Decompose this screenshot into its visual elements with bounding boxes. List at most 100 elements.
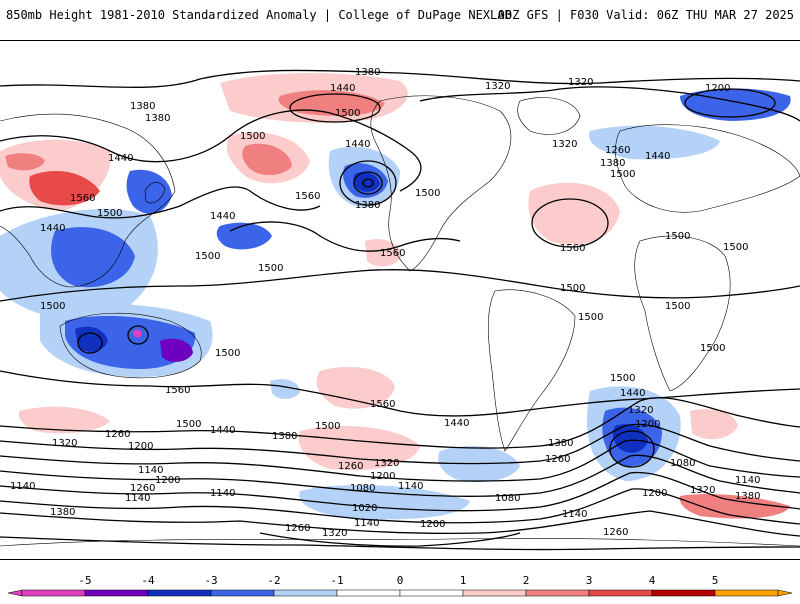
anomaly-neg2-japan (126, 169, 172, 214)
contour-label: 1500 (610, 373, 635, 384)
colorbar-tick-label: -1 (330, 574, 343, 587)
contour-label: 1500 (560, 283, 585, 294)
contour-label: 1140 (735, 475, 760, 486)
contour-label: 1440 (645, 151, 670, 162)
anomaly-pos2-west-pacific (242, 143, 292, 176)
contour-label: 1140 (138, 465, 163, 476)
contour-1440-south (0, 397, 800, 449)
colorbar-tick-label: 4 (649, 574, 656, 587)
colorbar-swatch (651, 589, 716, 597)
contour-label: 1500 (610, 169, 635, 180)
contour-label: 1440 (210, 425, 235, 436)
anomaly-pos3-east-asia (29, 171, 100, 206)
contour-label: 1440 (620, 388, 645, 399)
contour-label: 1080 (350, 483, 375, 494)
contour-label: 1500 (215, 348, 240, 359)
anomaly-pos1-south-indian (690, 409, 738, 440)
anomaly-neg3-australia (75, 326, 108, 352)
colorbar-tick-label: 0 (397, 574, 404, 587)
contour-label: 1500 (176, 419, 201, 430)
contour-alaska-low-inner (353, 171, 383, 195)
contour-label: 1560 (380, 248, 405, 259)
contour-labels: 1380 1440 1500 1380 1380 1500 1440 1440 … (10, 67, 760, 539)
contour-australia-low-2 (127, 325, 149, 345)
colorbar-ticks: -5 -4 -3 -2 -1 0 1 2 3 4 5 (78, 574, 718, 587)
contour-label: 1260 (285, 523, 310, 534)
contour-1200-south (0, 471, 800, 512)
colorbar-swatches (7, 589, 793, 597)
contour-label: 1320 (322, 528, 347, 539)
colorbar-svg: -5 -4 -3 -2 -1 0 1 2 3 4 5 (7, 574, 793, 597)
contour-label: 1260 (603, 527, 628, 538)
coast-greenland (517, 97, 581, 135)
contour-alaska-low-outer (339, 160, 397, 206)
contour-label: 1440 (210, 211, 235, 222)
colorbar-swatch (399, 589, 464, 597)
contour-label: 1560 (165, 385, 190, 396)
contour-label: 1320 (552, 139, 577, 150)
colorbar-tick-label: -5 (78, 574, 91, 587)
colorbar-tick-label: -2 (267, 574, 280, 587)
contour-label: 1200 (642, 488, 667, 499)
contour-1380-north (0, 69, 800, 89)
coast-europe (615, 124, 800, 213)
contour-label: 1380 (600, 158, 625, 169)
anomaly-shading (0, 72, 791, 520)
colorbar-arrow-right (777, 589, 793, 597)
contour-label: 1440 (330, 83, 355, 94)
contour-label: 1380 (130, 101, 155, 112)
contour-label: 1500 (97, 208, 122, 219)
colorbar-tick-label: -4 (141, 574, 155, 587)
contour-1560-pacific (229, 221, 461, 252)
contour-label: 1320 (485, 81, 510, 92)
contour-label: 1500 (415, 188, 440, 199)
anomaly-neg3-alaska (353, 172, 380, 192)
model-run-info: 00Z GFS | F030 Valid: 06Z THU MAR 27 202… (497, 8, 794, 22)
contour-1440-pacific (0, 109, 422, 192)
contour-1020-south (259, 532, 521, 547)
contour-label: 1020 (352, 503, 377, 514)
contour-label: 1200 (635, 419, 660, 430)
contour-alaska-low-core (362, 178, 374, 188)
coast-north-america (370, 95, 512, 272)
coast-africa (634, 235, 731, 392)
anomaly-neg1-antarctic (299, 485, 470, 520)
contour-label: 1140 (10, 481, 35, 492)
colorbar-swatch (714, 589, 779, 597)
contour-label: 1140 (562, 509, 587, 520)
contour-label: 1320 (628, 405, 653, 416)
colorbar-swatch (588, 589, 653, 597)
contour-label: 1500 (665, 301, 690, 312)
contour-label: 1260 (105, 429, 130, 440)
contour-atlantic-high (531, 198, 609, 248)
map-canvas: 1380 1440 1500 1380 1380 1500 1440 1440 … (0, 67, 800, 551)
contour-label: 1500 (335, 108, 360, 119)
colorbar-arrow-left (7, 589, 23, 597)
colorbar-tick-label: 3 (586, 574, 593, 587)
contour-label: 1380 (355, 200, 380, 211)
height-contours (0, 69, 800, 551)
contour-label: 1500 (315, 421, 340, 432)
anomaly-pos1-antarctic-west (18, 406, 110, 434)
colorbar-swatch (273, 589, 338, 597)
contour-label: 1140 (210, 488, 235, 499)
contour-label: 1500 (195, 251, 220, 262)
contour-europe-low (684, 88, 776, 118)
colorbar-swatch (525, 589, 590, 597)
contour-label: 1140 (354, 518, 379, 529)
contour-label: 1500 (700, 343, 725, 354)
colorbar-swatch (210, 589, 275, 597)
contour-label: 1260 (130, 483, 155, 494)
colorbar-swatch (336, 589, 401, 597)
coastlines (0, 95, 800, 547)
contour-1500-pacific (0, 186, 321, 219)
anomaly-neg5-australia (133, 329, 142, 338)
contour-label: 1500 (723, 242, 748, 253)
contour-label: 1380 (355, 67, 380, 78)
contour-label: 1500 (258, 263, 283, 274)
contour-label: 1440 (444, 418, 469, 429)
anomaly-pos2-antarctic-east (679, 494, 790, 519)
contour-label: 1200 (705, 83, 730, 94)
contour-label: 1380 (548, 438, 573, 449)
contour-1260-south (0, 454, 800, 497)
